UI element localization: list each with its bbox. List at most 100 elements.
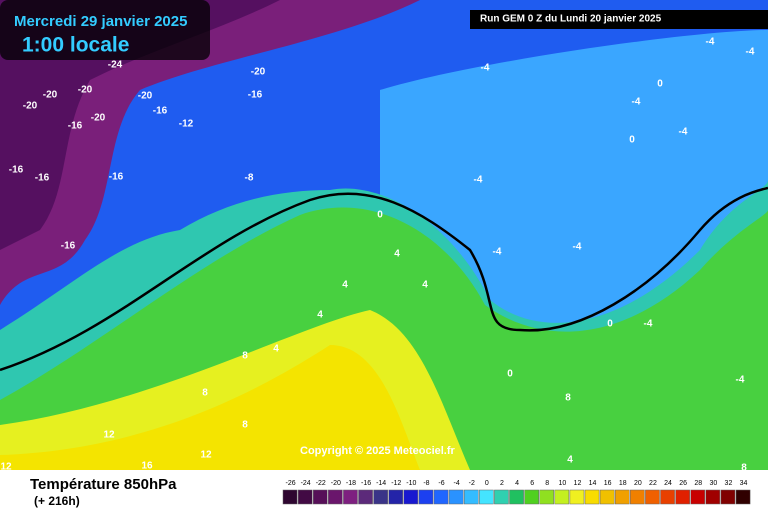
scale-swatch (463, 489, 479, 505)
color-scale: -26 -24 -22 -20 -18 -16 -14 -12 -10 -8 -6 -4 -2 0 2 4 6 8… (282, 480, 751, 505)
scale-label: -20 (331, 480, 341, 487)
contour-label: -12 (179, 119, 194, 130)
scale-swatch (524, 489, 539, 505)
scale-label: -26 (285, 480, 295, 487)
scale-swatch (690, 489, 706, 505)
scale-swatch (630, 489, 645, 505)
scale-label: -18 (346, 480, 356, 487)
contour-label: -16 (109, 172, 124, 183)
scale-label: 12 (574, 480, 582, 487)
scale-label: 30 (709, 480, 717, 487)
scale-swatch (509, 489, 524, 505)
scale-label: -12 (391, 480, 401, 487)
contour-label: 4 (422, 280, 428, 291)
scale-label: -24 (301, 480, 311, 487)
scale-label: 4 (515, 480, 519, 487)
copyright: Copyright © 2025 Meteociel.fr (300, 445, 456, 457)
scale-label: -2 (469, 480, 475, 487)
scale-swatch (584, 489, 600, 505)
contour-label: 0 (507, 369, 513, 380)
run-info: Run GEM 0 Z du Lundi 20 janvier 2025 (480, 14, 662, 25)
scale-label: 22 (649, 480, 657, 487)
scale-swatch (418, 489, 434, 505)
scale-swatch (479, 489, 494, 505)
contour-labels: -24-20-20 -20-20 -16-16-12-16-20-20-16-16-… (0, 37, 754, 474)
contour-label: 12 (103, 430, 115, 441)
contour-label: -4 (679, 127, 688, 138)
scale-label: 10 (558, 480, 566, 487)
scale-label: 32 (725, 480, 733, 487)
scale-swatch (373, 489, 388, 505)
time: 1:00 locale (22, 34, 129, 57)
contour-label: 0 (657, 79, 663, 90)
contour-label: 4 (342, 280, 348, 291)
contour-label: -4 (706, 37, 715, 48)
scale-swatch (297, 489, 313, 505)
contour-label: 4 (273, 344, 279, 355)
very-cold-region (0, 0, 420, 305)
contour-label: -20 (43, 90, 58, 101)
date: Mercredi 29 janvier 2025 (14, 13, 187, 30)
scale-label: 0 (485, 480, 489, 487)
scale-swatch (403, 489, 419, 505)
scale-swatch (328, 489, 343, 505)
contour-label: 4 (394, 249, 400, 260)
contour-label: 8 (202, 388, 208, 399)
scale-label: 8 (545, 480, 549, 487)
contour-label: -20 (23, 101, 38, 112)
contour-label: -4 (474, 175, 483, 186)
scale-swatch (448, 489, 464, 505)
contour-label: 0 (629, 135, 635, 146)
contour-label: -16 (61, 241, 76, 252)
scale-label: 28 (694, 480, 702, 487)
contour-label: -20 (91, 113, 106, 124)
date-box (0, 0, 210, 60)
contour-label: 12 (200, 450, 212, 461)
scale-label: -8 (423, 480, 429, 487)
contour-label: -16 (9, 165, 24, 176)
scale-swatch (282, 489, 298, 505)
scale-label: 2 (500, 480, 504, 487)
contour-label: -8 (245, 173, 254, 184)
scale-swatch (599, 489, 615, 505)
scale-swatch (569, 489, 585, 505)
hottest-region (0, 345, 420, 470)
scale-label: -4 (454, 480, 460, 487)
scale-swatch (539, 489, 555, 505)
scale-label: 14 (589, 480, 597, 487)
scale-label: -6 (438, 480, 444, 487)
contour-label: 0 (607, 319, 613, 330)
scale-label: -10 (406, 480, 416, 487)
run-box (470, 10, 768, 29)
scale-label: 26 (679, 480, 687, 487)
scale-label: 6 (530, 480, 534, 487)
contour-label: -4 (481, 63, 490, 74)
scale-swatch (720, 489, 736, 505)
contour-label: 4 (317, 310, 323, 321)
scale-label: 34 (740, 480, 748, 487)
contour-label: -4 (736, 375, 745, 386)
contour-label: -16 (68, 121, 83, 132)
extreme-cold-region (0, 0, 280, 250)
contour-label: -20 (138, 91, 153, 102)
scale-swatch (343, 489, 358, 505)
scale-swatch (388, 489, 404, 505)
scale-swatch (433, 489, 449, 505)
scale-swatch (494, 489, 509, 505)
scale-swatch (312, 489, 328, 505)
contour-label: -4 (573, 242, 582, 253)
contour-label: 4 (567, 455, 573, 466)
scale-swatch (614, 489, 630, 505)
footer-title: Température 850hPa (30, 476, 177, 493)
contour-label: -20 (251, 67, 266, 78)
scale-swatch (675, 489, 690, 505)
contour-label: -4 (746, 47, 755, 58)
contour-label: -4 (644, 319, 653, 330)
contour-label: 8 (242, 351, 248, 362)
scale-label: -14 (376, 480, 386, 487)
contour-label: -24 (108, 60, 123, 71)
lead-time: (+ 216h) (34, 494, 80, 508)
contour-label: 16 (141, 461, 153, 472)
scale-label: 20 (634, 480, 642, 487)
